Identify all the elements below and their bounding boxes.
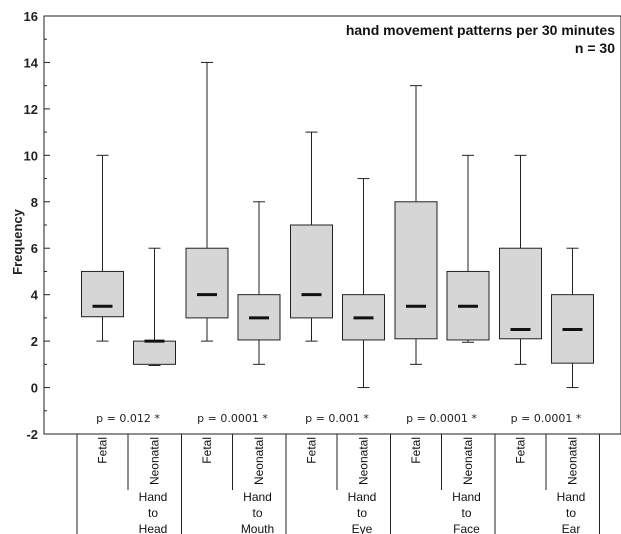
p-value-label: p = 0.012 *	[96, 412, 160, 425]
group-label: Hand	[557, 490, 586, 504]
group-label: Face	[453, 522, 480, 534]
y-tick-label: 6	[31, 241, 38, 256]
group-label: Hand	[348, 490, 377, 504]
category-label-neonatal: Neonatal	[461, 437, 475, 485]
category-label-fetal: Fetal	[409, 437, 423, 464]
y-axis: -2 0 2 4 6 8 10 12 14 16	[24, 9, 50, 442]
category-label-fetal: Fetal	[305, 437, 319, 464]
p-value-label: p = 0.0001 *	[406, 412, 477, 425]
p-value-label: p = 0.001 *	[305, 412, 369, 425]
group-label: Hand	[139, 490, 168, 504]
box-fetal	[499, 154, 542, 365]
box-body	[290, 224, 333, 319]
category-label-fetal: Fetal	[514, 437, 528, 464]
p-value-label: p = 0.0001 *	[197, 412, 268, 425]
box-fetal	[290, 131, 333, 342]
category-label-fetal: Fetal	[96, 437, 110, 464]
box-body	[133, 340, 176, 365]
group-label: to	[566, 506, 576, 520]
box-body	[81, 270, 124, 318]
group-label: to	[252, 506, 262, 520]
category-label-neonatal: Neonatal	[357, 437, 371, 485]
category-label-neonatal: Neonatal	[148, 437, 162, 485]
group-label: to	[148, 506, 158, 520]
box-neonatal	[551, 247, 594, 389]
category-labels: Fetal Neonatal Hand to Head Fetal Neonatal Hand…	[76, 434, 600, 534]
group-label: to	[357, 506, 367, 520]
y-tick-label: 10	[24, 148, 38, 163]
group-label: Hand	[243, 490, 272, 504]
box-series	[81, 61, 594, 389]
y-tick-label: 4	[31, 288, 39, 303]
category-label-neonatal: Neonatal	[566, 437, 580, 485]
group-label: Hand	[452, 490, 481, 504]
y-tick-label: -2	[26, 427, 38, 442]
chart-title: hand movement patterns per 30 minutes	[346, 22, 615, 38]
category-label-neonatal: Neonatal	[252, 437, 266, 485]
box-body	[394, 201, 438, 340]
box-neonatal	[237, 201, 281, 365]
box-neonatal	[133, 247, 176, 366]
p-value-labels: p = 0.012 * p = 0.0001 * p = 0.001 * p = 0.…	[96, 412, 582, 425]
y-tick-label: 12	[24, 102, 38, 117]
category-label-fetal: Fetal	[200, 437, 214, 464]
y-tick-label: 0	[31, 381, 38, 396]
box-body	[185, 247, 229, 319]
box-fetal	[81, 154, 124, 342]
y-tick-label: 8	[31, 195, 38, 210]
y-tick-label: 16	[24, 9, 38, 24]
y-axis-label: Frequency	[10, 208, 25, 275]
box-body	[499, 247, 542, 340]
box-fetal	[394, 85, 438, 365]
p-value-label: p = 0.0001 *	[511, 412, 582, 425]
box-neonatal	[342, 178, 385, 389]
group-label: Eye	[352, 522, 373, 534]
group-label: Ear	[562, 522, 581, 534]
group-label: Mouth	[241, 522, 274, 534]
y-tick-label: 14	[24, 55, 39, 70]
box-fetal	[185, 61, 229, 342]
y-tick-label: 2	[31, 334, 38, 349]
group-label: Head	[139, 522, 168, 534]
box-neonatal	[446, 154, 490, 343]
chart-subtitle: n = 30	[575, 40, 615, 56]
group-label: to	[461, 506, 471, 520]
